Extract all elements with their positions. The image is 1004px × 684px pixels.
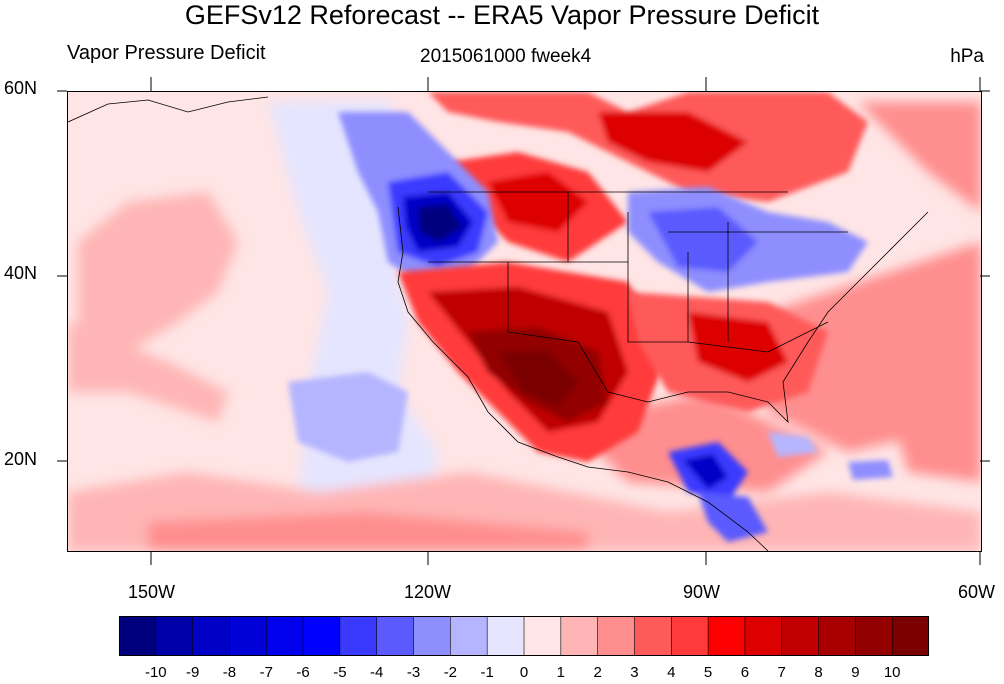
lat-label-40n: 40N <box>4 263 38 283</box>
colorbar-tick-label: 3 <box>630 664 639 681</box>
colorbar-swatch <box>634 616 673 656</box>
colorbar-swatch <box>302 616 341 656</box>
colorbar-swatch <box>523 616 562 656</box>
colorbar-tick-label: -9 <box>185 664 200 681</box>
variable-label: Vapor Pressure Deficit <box>67 42 266 64</box>
colorbar-tick-label: -2 <box>443 664 458 681</box>
lon-label-120w: 120W <box>404 582 452 602</box>
lon-label-150w: 150W <box>128 582 176 602</box>
colorbar-swatch <box>670 616 709 656</box>
colorbar-tick-label: -4 <box>370 664 384 681</box>
colorbar-swatch <box>855 616 893 656</box>
colorbar-tick-label: 4 <box>667 664 676 681</box>
colorbar-tick-label: 2 <box>593 664 602 681</box>
colorbar-swatch <box>119 616 157 656</box>
colorbar-swatch <box>744 616 783 656</box>
vpd-north-band <box>428 92 868 262</box>
colorbar-swatch <box>339 616 378 656</box>
colorbar-swatch <box>265 616 304 656</box>
date-label: 2015061000 fweek4 <box>420 46 592 67</box>
vpd-northwest-negative <box>338 112 498 282</box>
colorbar-outline <box>119 616 929 656</box>
coastlines <box>68 96 929 551</box>
colorbar-tick-label: -7 <box>259 664 273 681</box>
colorbar-swatch <box>486 616 525 656</box>
colorbar-tick-label: 6 <box>740 664 750 681</box>
colorbar-swatch <box>707 616 746 656</box>
lon-label-90w: 90W <box>683 582 721 602</box>
colorbar-tick-label: -6 <box>296 664 310 681</box>
map-panel <box>67 91 982 552</box>
colorbar-tick-label: 0 <box>519 664 529 681</box>
colorbar-swatch <box>891 616 929 656</box>
colorbar-swatch <box>781 616 820 656</box>
colorbar-swatch <box>818 616 857 656</box>
lat-label-20n: 20N <box>4 449 38 469</box>
colorbar-tick-label: 9 <box>851 664 860 681</box>
map-title: GEFSv12 Reforecast -- ERA5 Vapor Pressur… <box>184 0 820 30</box>
colorbar-tick-label: -1 <box>480 664 494 681</box>
colorbar-swatch <box>560 616 599 656</box>
colorbar-tick-label: 8 <box>814 664 823 681</box>
vpd-central-america-negative <box>668 432 893 542</box>
colorbar-tick-label: 10 <box>883 664 901 681</box>
colorbar-tick-label: -8 <box>222 664 237 681</box>
colorbar-swatch <box>192 616 231 656</box>
colorbar <box>119 616 929 656</box>
colorbar-tick-label: 5 <box>703 664 713 681</box>
lat-label-60n: 60N <box>4 78 38 98</box>
vpd-southeast-positive <box>628 292 828 412</box>
colorbar-tick-label: -5 <box>333 664 347 681</box>
colorbar-swatch <box>155 616 194 656</box>
colorbar-tick-label: 1 <box>556 664 565 681</box>
colorbar-swatch <box>597 616 636 656</box>
vpd-east-negative <box>288 187 868 462</box>
vpd-southwest-positive <box>398 262 668 462</box>
colorbar-tick-label: -10 <box>144 664 167 681</box>
units-label: hPa <box>950 46 984 67</box>
vpd-map <box>68 92 981 551</box>
lon-label-60w: 60W <box>958 582 996 602</box>
colorbar-swatch <box>413 616 452 656</box>
colorbar-swatch <box>376 616 415 656</box>
colorbar-swatch <box>229 616 268 656</box>
colorbar-swatch <box>450 616 488 656</box>
colorbar-tick-label: 7 <box>777 664 786 681</box>
colorbar-tick-label: -3 <box>406 664 421 681</box>
